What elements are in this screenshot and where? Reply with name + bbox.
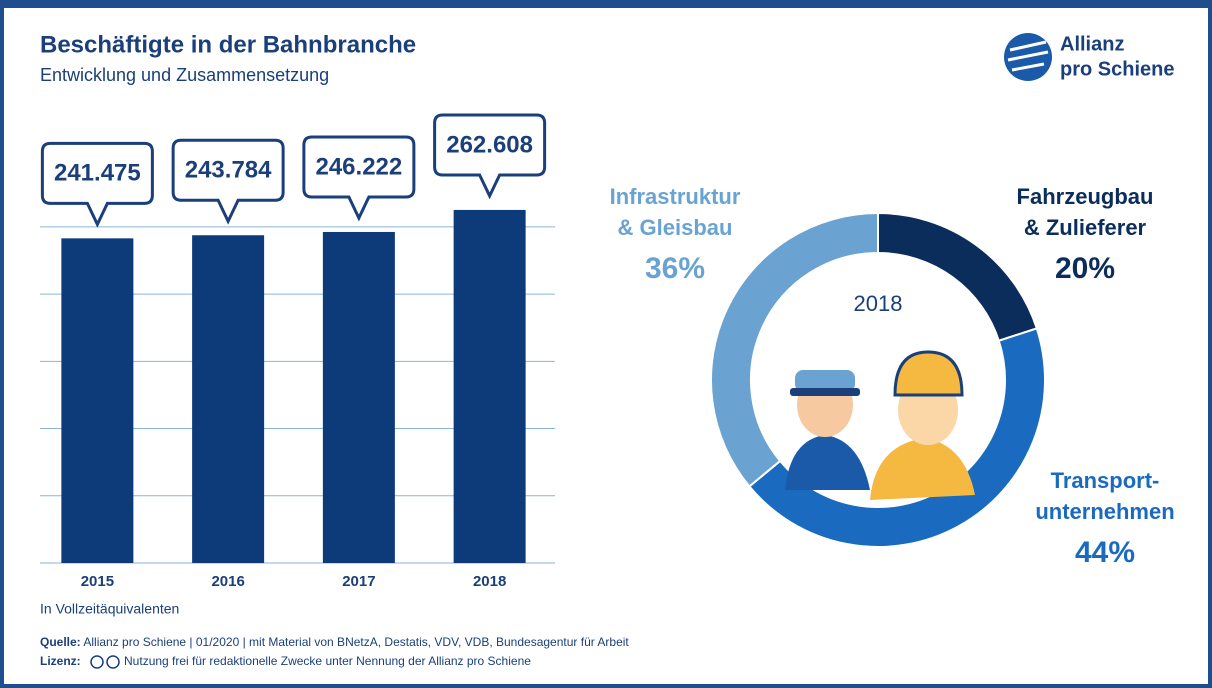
footer-source: Quelle: Allianz pro Schiene | 01/2020 | … (40, 635, 629, 649)
x-tick-label: 2015 (81, 573, 114, 590)
license-label: Lizenz: (40, 654, 81, 668)
logo-text: Allianz (1060, 33, 1124, 55)
bar (61, 238, 133, 563)
bar (323, 232, 395, 563)
segment-label: & Zulieferer (1024, 215, 1147, 240)
value-label: 246.222 (315, 153, 402, 180)
value-label: 36% (645, 252, 705, 285)
center-label: 2018 (854, 291, 903, 316)
segment-label: & Gleisbau (618, 215, 733, 240)
segment-label: Fahrzeugbau (1017, 184, 1154, 209)
subtitle: Entwicklung und Zusammensetzung (40, 65, 329, 85)
source-label: Quelle: (40, 635, 81, 649)
x-tick-label: 2017 (342, 573, 375, 590)
top-band (0, 0, 1212, 8)
value-label: 241.475 (54, 160, 141, 187)
bar (192, 235, 264, 563)
source-text: Allianz pro Schiene | 01/2020 | mit Mate… (83, 635, 629, 649)
person-visor (790, 388, 860, 396)
x-tick-label: 2016 (211, 573, 244, 590)
segment-label: Transport- (1051, 468, 1160, 493)
value-label: 20% (1055, 252, 1115, 285)
logo-text: pro Schiene (1060, 58, 1174, 80)
segment-label: Infrastruktur (610, 184, 741, 209)
page: Beschäftigte in der Bahnbranche Entwickl… (0, 0, 1212, 688)
infographic: Beschäftigte in der Bahnbranche Entwickl… (0, 0, 1212, 688)
license-text: Nutzung frei für redaktionelle Zwecke un… (124, 654, 531, 668)
note: In Vollzeitäquivalenten (40, 601, 179, 617)
value-label: 243.784 (185, 157, 272, 184)
value-label: 44% (1075, 536, 1135, 569)
title: Beschäftigte in der Bahnbranche (40, 31, 416, 58)
bar (454, 210, 526, 563)
value-label: 262.608 (446, 131, 533, 158)
segment-label: unternehmen (1035, 499, 1174, 524)
x-tick-label: 2018 (473, 573, 506, 590)
